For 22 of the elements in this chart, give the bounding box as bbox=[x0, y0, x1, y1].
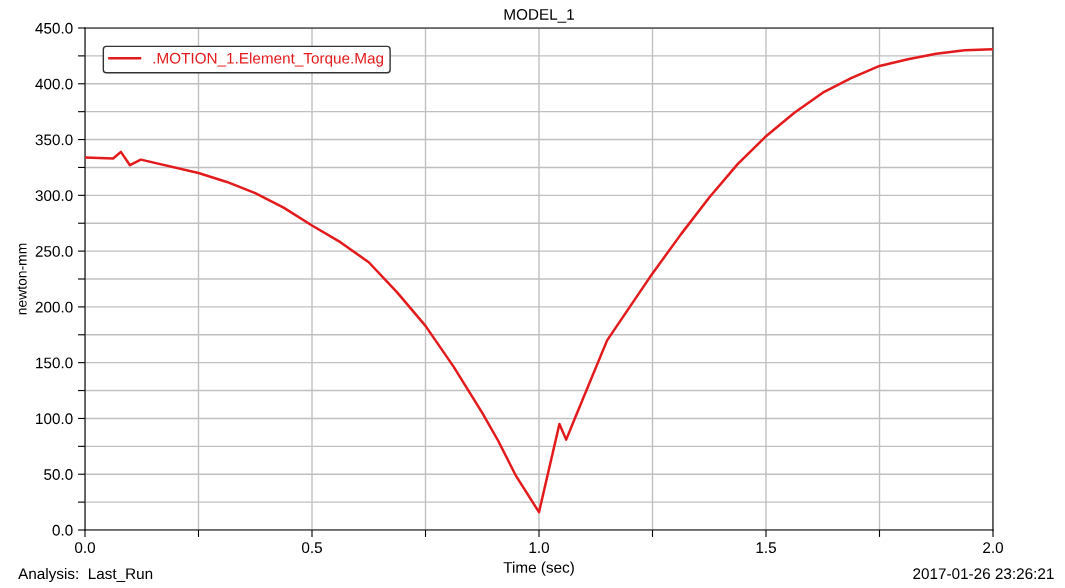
y-tick-label: 250.0 bbox=[35, 245, 73, 257]
y-tick-label: 300.0 bbox=[35, 190, 73, 202]
x-tick-label: 1.5 bbox=[756, 542, 776, 554]
line-series bbox=[85, 47, 993, 514]
x-tick-label: 2.0 bbox=[983, 542, 1004, 554]
y-tick-label: 100.0 bbox=[36, 413, 73, 425]
y-tick-label: 50.0 bbox=[44, 469, 73, 480]
x-tick-label: 1.0 bbox=[529, 542, 550, 554]
chart-title: MODEL_1 bbox=[504, 9, 574, 23]
text: 2017-01-26 23:26:21 bbox=[913, 568, 1054, 580]
legend-label: .MOTION_1.Element_Torque.Mag bbox=[153, 52, 384, 67]
x-tick-label: 0.0 bbox=[74, 542, 96, 554]
x-tick-label: 0.5 bbox=[301, 542, 322, 554]
y-tick-label: 0.0 bbox=[52, 524, 73, 536]
y-tick-label: 200.0 bbox=[35, 301, 73, 313]
y-tick-label: 450.0 bbox=[35, 22, 73, 34]
y-tick-label: 350.0 bbox=[35, 134, 73, 146]
y-tick-label: 150.0 bbox=[36, 357, 73, 369]
y-tick-label: 400.0 bbox=[35, 78, 73, 90]
x-axis-title: Time (sec) bbox=[503, 561, 574, 576]
text: Analysis: Last_Run bbox=[18, 567, 153, 583]
y-axis-title: newton-mm bbox=[17, 243, 27, 315]
